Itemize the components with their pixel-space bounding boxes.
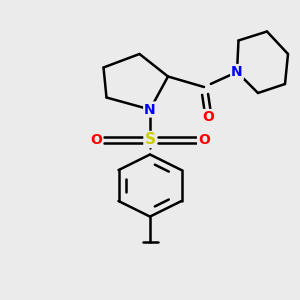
Text: N: N [144, 103, 156, 116]
Text: O: O [198, 133, 210, 146]
Text: O: O [90, 133, 102, 146]
Text: N: N [231, 65, 243, 79]
Text: S: S [145, 132, 155, 147]
Text: O: O [202, 110, 214, 124]
